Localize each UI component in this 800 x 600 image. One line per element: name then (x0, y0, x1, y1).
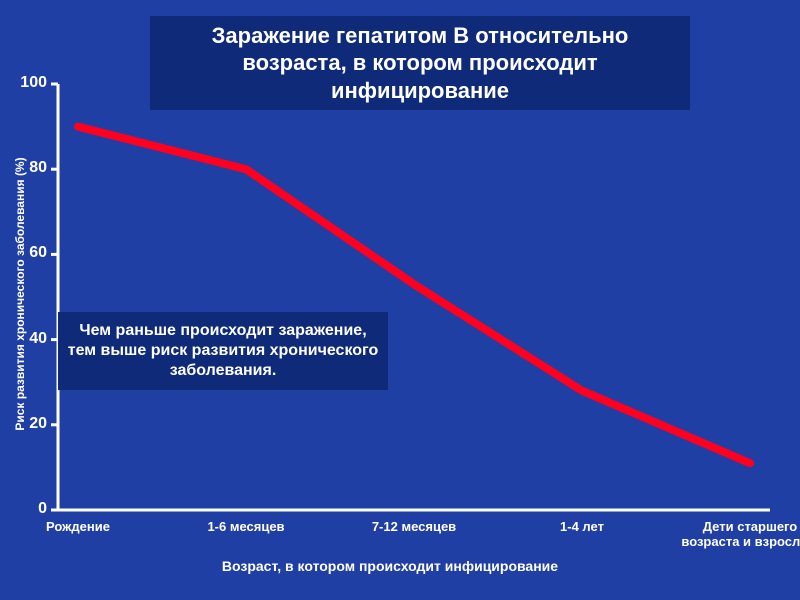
y-tick-label: 40 (29, 330, 47, 348)
x-tick-label: 1-4 лет (512, 520, 652, 535)
y-tick-label: 100 (20, 74, 47, 92)
chart-title-box: Заражение гепатитом В относительно возра… (150, 16, 690, 110)
y-tick-label: 60 (29, 244, 47, 262)
chart-annotation-box: Чем раньше происходит заражение, тем выш… (58, 312, 388, 390)
y-axis-label: Риск развития хронического заболевания (… (13, 114, 27, 474)
chart-title: Заражение гепатитом В относительно возра… (160, 22, 680, 105)
y-tick-label: 80 (29, 159, 47, 177)
x-tick-label: 7-12 месяцев (344, 520, 484, 535)
data-line (78, 127, 750, 464)
x-tick-label: 1-6 месяцев (176, 520, 316, 535)
x-tick-label: Рождение (8, 520, 148, 535)
x-axis-label: Возраст, в котором происходит инфицирова… (190, 558, 590, 574)
x-tick-label: Дети старшего возраста и взрослые (680, 520, 800, 550)
chart-annotation: Чем раньше происходит заражение, тем выш… (66, 321, 380, 381)
chart-canvas: Заражение гепатитом В относительно возра… (0, 0, 800, 600)
y-tick-label: 0 (38, 500, 47, 518)
y-tick-label: 20 (29, 415, 47, 433)
